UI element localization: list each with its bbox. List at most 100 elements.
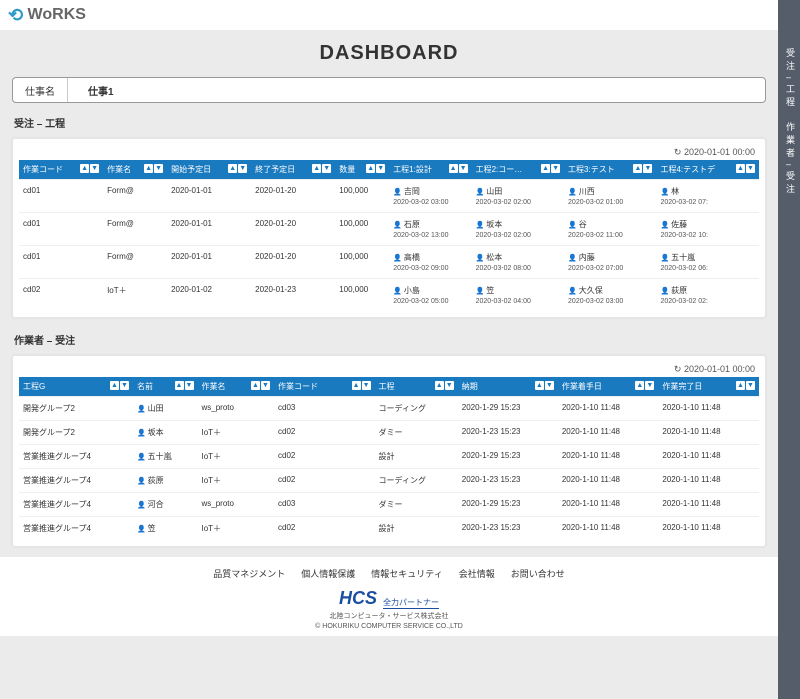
sort-desc-icon[interactable]: ▼ [261,381,270,390]
cell-start: 2020-1-10 11:48 [558,445,659,469]
column-header[interactable]: 納期▲▼ [458,377,558,397]
person-icon [137,428,148,437]
person-icon [137,476,148,485]
sidebar-item[interactable]: 受注 – 工程 [778,40,800,114]
person-icon [137,452,148,461]
column-header[interactable]: 開始予定日▲▼ [167,160,251,180]
footer-link[interactable]: お問い合わせ [511,569,565,579]
sort-desc-icon[interactable]: ▼ [120,381,129,390]
sort-desc-icon[interactable]: ▼ [645,381,654,390]
column-header[interactable]: 工程3:テスト▲▼ [564,160,656,180]
cell-process: 高橋2020-03-02 09:00 [389,246,471,279]
cell-start: 2020-1-10 11:48 [558,493,659,517]
cell-process: 内藤2020-03-02 07:00 [564,246,656,279]
header: ⟲ WoRKS [0,0,778,30]
table-row: cd01Form@2020-01-012020-01-20100,000吉岡20… [19,180,759,213]
sort-desc-icon[interactable]: ▼ [185,381,194,390]
cell-due: 2020-1-29 15:23 [458,397,558,421]
sort-asc-icon[interactable]: ▲ [635,381,644,390]
column-header[interactable]: 作業名▲▼ [103,160,167,180]
column-header[interactable]: 作業完了日▲▼ [658,377,759,397]
cell-group: 営業推進グループ4 [19,493,133,517]
table-row: 営業推進グループ4荻原IoT＋cd02コーディング2020-1-23 15:23… [19,469,759,493]
column-header[interactable]: 工程4:テストデ▲▼ [656,160,759,180]
column-header[interactable]: 終了予定日▲▼ [251,160,335,180]
column-header[interactable]: 工程▲▼ [375,377,458,397]
sort-asc-icon[interactable]: ▲ [449,164,458,173]
column-header[interactable]: 数量▲▼ [335,160,389,180]
footer-company: 北陸コンピュータ・サービス株式会社 [330,611,449,621]
sort-asc-icon[interactable]: ▲ [541,164,550,173]
sort-asc-icon[interactable]: ▲ [366,164,375,173]
column-header[interactable]: 工程G▲▼ [19,377,133,397]
cell-process: 荻原2020-03-02 02: [656,279,759,312]
table-row: 営業推進グループ4五十嵐IoT＋cd02設計2020-1-29 15:23202… [19,445,759,469]
sort-desc-icon[interactable]: ▼ [746,381,755,390]
person-icon [476,286,487,295]
column-header[interactable]: 作業着手日▲▼ [558,377,659,397]
cell-end: 2020-1-10 11:48 [658,445,759,469]
sidebar-item[interactable]: 作業者 – 受注 [778,114,800,201]
cell-process: 吉岡2020-03-02 03:00 [389,180,471,213]
person-icon [476,187,487,196]
cell-group: 開発グループ2 [19,421,133,445]
section2-table-scroll[interactable]: 工程G▲▼名前▲▼作業名▲▼作業コード▲▼工程▲▼納期▲▼作業着手日▲▼作業完了… [19,377,759,540]
section2-title: 作業者 – 受注 [0,328,778,351]
table-row: cd01Form@2020-01-012020-01-20100,000高橋20… [19,246,759,279]
sort-asc-icon[interactable]: ▲ [736,381,745,390]
sort-asc-icon[interactable]: ▲ [312,164,321,173]
sort-asc-icon[interactable]: ▲ [633,164,642,173]
footer-link[interactable]: 情報セキュリティ [371,569,442,579]
sort-asc-icon[interactable]: ▲ [110,381,119,390]
sort-asc-icon[interactable]: ▲ [251,381,260,390]
sort-desc-icon[interactable]: ▼ [445,381,454,390]
section1-title: 受注 – 工程 [0,111,778,134]
sort-asc-icon[interactable]: ▲ [352,381,361,390]
sort-desc-icon[interactable]: ▼ [322,164,331,173]
sort-desc-icon[interactable]: ▼ [362,381,371,390]
cell-person: 山田 [133,397,198,421]
cell-qty: 100,000 [335,279,389,312]
cell-process: 林2020-03-02 07: [656,180,759,213]
section1-table-scroll[interactable]: 作業コード▲▼作業名▲▼開始予定日▲▼終了予定日▲▼数量▲▼工程1:設計▲▼工程… [19,160,759,311]
footer-link[interactable]: 会社情報 [459,569,495,579]
cell-end: 2020-1-10 11:48 [658,421,759,445]
column-header[interactable]: 工程1:設計▲▼ [389,160,471,180]
sort-desc-icon[interactable]: ▼ [551,164,560,173]
sort-asc-icon[interactable]: ▲ [228,164,237,173]
sort-desc-icon[interactable]: ▼ [376,164,385,173]
person-icon [660,187,671,196]
sort-desc-icon[interactable]: ▼ [154,164,163,173]
sort-asc-icon[interactable]: ▲ [175,381,184,390]
sort-asc-icon[interactable]: ▲ [80,164,89,173]
job-bar: 仕事名 仕事1 [12,77,766,103]
sort-desc-icon[interactable]: ▼ [238,164,247,173]
footer-link[interactable]: 個人情報保護 [301,569,355,579]
section2-table: 工程G▲▼名前▲▼作業名▲▼作業コード▲▼工程▲▼納期▲▼作業着手日▲▼作業完了… [19,377,759,540]
footer-logo: HCS [339,588,377,609]
column-header[interactable]: 工程2:コー…▲▼ [472,160,564,180]
sort-desc-icon[interactable]: ▼ [459,164,468,173]
cell-end: 2020-1-10 11:48 [658,469,759,493]
cell-name: IoT＋ [103,279,167,312]
sort-desc-icon[interactable]: ▼ [643,164,652,173]
person-icon [568,220,579,229]
person-icon [137,500,148,509]
cell-name: Form@ [103,246,167,279]
footer-link[interactable]: 品質マネジメント [213,569,285,579]
sort-asc-icon[interactable]: ▲ [435,381,444,390]
cell-process: 石原2020-03-02 13:00 [389,213,471,246]
sort-desc-icon[interactable]: ▼ [545,381,554,390]
sort-desc-icon[interactable]: ▼ [90,164,99,173]
sort-asc-icon[interactable]: ▲ [144,164,153,173]
column-header[interactable]: 名前▲▼ [133,377,198,397]
column-header[interactable]: 作業コード▲▼ [19,160,103,180]
sort-asc-icon[interactable]: ▲ [535,381,544,390]
section2-timestamp: 2020-01-01 00:00 [19,362,759,377]
cell-code: cd01 [19,180,103,213]
column-header[interactable]: 作業コード▲▼ [274,377,375,397]
column-header[interactable]: 作業名▲▼ [198,377,275,397]
sort-asc-icon[interactable]: ▲ [736,164,745,173]
sort-desc-icon[interactable]: ▼ [746,164,755,173]
person-icon [660,286,671,295]
